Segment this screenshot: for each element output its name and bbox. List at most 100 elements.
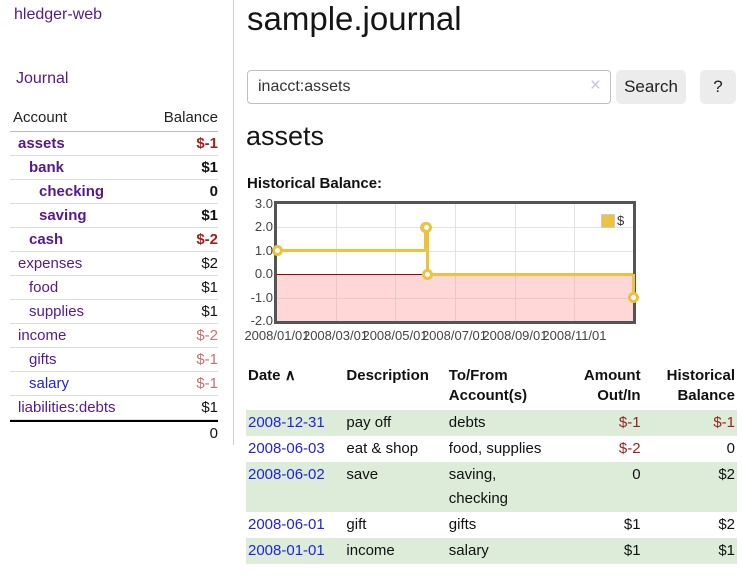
data-point-marker (627, 292, 639, 304)
account-balance: $-1 (196, 135, 218, 152)
account-balance: $1 (201, 399, 218, 416)
transaction-row: 2008-12-31 pay off debts $-1 $-1 (246, 410, 737, 436)
negative-region (277, 274, 633, 321)
grid-line-vertical (336, 204, 337, 321)
grid-line-horizontal (277, 251, 633, 252)
x-axis-tick-label: 2008/11/01 (542, 328, 607, 343)
x-axis-tick-label: 2008/03/01 (302, 328, 369, 343)
account-row: expenses $2 (10, 252, 218, 276)
series-line-segment (277, 249, 426, 253)
account-link-saving[interactable]: saving (39, 207, 87, 224)
account-balance: 0 (209, 183, 218, 200)
account-link-salary[interactable]: salary (29, 375, 70, 392)
account-link-gifts[interactable]: gifts (29, 351, 57, 368)
transaction-balance: $1 (718, 542, 735, 559)
chart-title: Historical Balance: (247, 175, 383, 192)
account-row: liabilities:debts $1 (10, 396, 218, 420)
transaction-description: save (346, 466, 379, 483)
account-balance: $-2 (196, 327, 218, 344)
sidebar-divider (233, 0, 234, 445)
x-axis-tick-label: 2008/07/01 (421, 328, 488, 343)
balance-column-header: Balance (163, 109, 218, 126)
x-axis-tick-label: 2008/01/01 (244, 328, 310, 343)
account-link-assets[interactable]: assets (18, 135, 65, 152)
account-page-heading: assets (246, 121, 325, 151)
tofrom-column-header: To/From Account(s) (448, 367, 528, 404)
accounts-table: Account Balance assets $-1 bank $1 checkin… (10, 106, 218, 445)
series-line-segment (423, 227, 427, 251)
y-axis-tick-label: 0.0 (254, 266, 273, 282)
series-line-segment (427, 272, 633, 276)
transaction-date-link[interactable]: 2008-06-02 (248, 466, 325, 483)
y-axis-tick-label: -1.0 (250, 289, 273, 305)
transaction-row: 2008-06-03 eat & shop food, supplies $-2… (246, 436, 737, 462)
sort-asc-icon: ∧ (284, 367, 296, 384)
search-button[interactable]: Search (616, 70, 686, 104)
grid-line-vertical (395, 204, 396, 321)
x-axis-tick-label: 2008/09/01 (482, 328, 548, 343)
account-balance: $1 (201, 159, 218, 176)
transaction-amount: $1 (623, 542, 641, 559)
transaction-accounts: gifts (448, 516, 477, 533)
account-link-bank[interactable]: bank (29, 159, 65, 176)
historical-column-header: Historical Balance (666, 367, 735, 404)
transaction-amount: $-2 (618, 440, 641, 457)
y-axis-tick-label: 2.0 (254, 219, 273, 235)
account-row: cash $-2 (10, 228, 218, 252)
account-balance: $1 (201, 279, 218, 296)
account-row: saving $1 (10, 204, 218, 228)
data-point-marker (421, 268, 433, 280)
account-row: salary $-1 (10, 372, 218, 396)
transaction-accounts: salary (448, 542, 489, 559)
historical-balance-chart: 3.0 2.0 1.0 0.0 -1.0 -2.0 2008/01/01 2008/03/01… (244, 196, 742, 350)
account-balance: $-1 (196, 351, 218, 368)
transaction-date-link[interactable]: 2008-06-01 (248, 516, 325, 533)
transaction-accounts: debts (448, 414, 486, 431)
data-point-marker (271, 245, 283, 257)
app-title-link[interactable]: hledger-web (14, 6, 103, 23)
page-title: sample.journal (247, 0, 462, 37)
transaction-description: income (346, 542, 395, 559)
transaction-date-link[interactable]: 2008-06-03 (248, 440, 325, 457)
transaction-row: 2008-06-02 save saving, checking 0 $2 (246, 462, 737, 512)
clear-search-icon[interactable]: × (589, 75, 601, 96)
account-link-expenses[interactable]: expenses (18, 255, 83, 272)
amount-column-header: Amount Out/In (583, 367, 641, 404)
transaction-date-link[interactable]: 2008-12-31 (248, 414, 325, 431)
grid-line-vertical (455, 204, 456, 321)
account-row: food $1 (10, 276, 218, 300)
series-line-segment (631, 274, 635, 298)
account-balance: $2 (201, 255, 218, 272)
help-button[interactable]: ? (700, 70, 736, 104)
grid-line-vertical (574, 204, 575, 321)
account-link-liabilities-debts[interactable]: liabilities:debts (18, 399, 116, 416)
account-link-cash[interactable]: cash (29, 231, 64, 248)
transaction-accounts: food, supplies (448, 440, 542, 457)
transaction-amount: 0 (632, 466, 641, 483)
transaction-balance: $-1 (713, 414, 735, 431)
grid-line-horizontal (277, 227, 633, 228)
account-link-income[interactable]: income (18, 327, 67, 344)
account-row: supplies $1 (10, 300, 218, 324)
account-balance: $-2 (196, 231, 218, 248)
data-point-marker (420, 221, 432, 233)
transaction-description: pay off (346, 414, 392, 431)
description-column-header: Description (346, 367, 429, 384)
transaction-description: gift (346, 516, 367, 533)
transaction-date-link[interactable]: 2008-01-01 (248, 542, 325, 559)
account-row: gifts $-1 (10, 348, 218, 372)
account-link-checking[interactable]: checking (39, 183, 105, 200)
search-form: × (247, 70, 611, 104)
transaction-accounts: saving, checking (448, 466, 508, 507)
transaction-amount: $1 (623, 516, 641, 533)
account-link-supplies[interactable]: supplies (29, 303, 85, 320)
transaction-amount: $-1 (618, 414, 641, 431)
y-axis-tick-label: 1.0 (254, 242, 273, 258)
date-column-header[interactable]: Date ∧ (248, 367, 296, 384)
account-balance: $1 (201, 207, 218, 224)
account-link-food[interactable]: food (29, 279, 59, 296)
y-axis-tick-label: -2.0 (250, 313, 273, 328)
sidebar-item-journal[interactable]: Journal (16, 70, 69, 87)
series-line-segment (425, 227, 429, 275)
search-input[interactable] (247, 70, 611, 104)
